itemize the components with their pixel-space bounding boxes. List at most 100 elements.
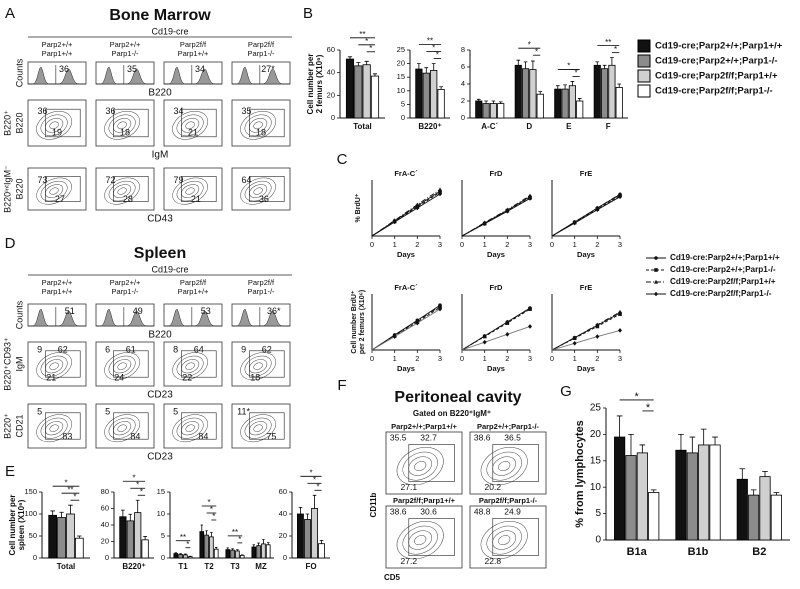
histogram-shape: [95, 308, 154, 327]
bar: [225, 549, 231, 559]
bar: [576, 100, 584, 119]
y-tick-label: 20: [101, 536, 109, 545]
bar: [748, 494, 760, 541]
error-bar: [226, 547, 229, 550]
error-bar: [476, 98, 481, 101]
histogram-shape: [27, 66, 87, 85]
bar: [514, 64, 522, 119]
plot-frame: [231, 403, 291, 449]
legend-swatch: [637, 39, 651, 53]
error-bar: [639, 444, 646, 453]
error-bar: [298, 507, 303, 514]
genotype-label: Parp2f/f: [180, 40, 207, 49]
axis-label: CD23: [147, 452, 173, 463]
legend-swatch: [637, 69, 651, 83]
series-line: [371, 189, 441, 237]
contour: [498, 461, 511, 472]
gate-value: 21: [191, 194, 201, 204]
error-bar: [143, 536, 147, 540]
x-tick-label: 2: [595, 354, 599, 363]
contour: [244, 417, 272, 439]
plot-frame: [27, 341, 87, 387]
data-point: [528, 193, 532, 198]
y-tick-label: 2: [461, 96, 465, 105]
axis-label: CD11b: [369, 492, 378, 517]
bar: [256, 545, 261, 559]
category-label: F: [606, 122, 611, 131]
contour: [49, 362, 59, 370]
contour: [40, 417, 68, 439]
gate-box: [181, 108, 217, 138]
bar: [318, 543, 325, 559]
legend-label: Cd19-cre;Parp2f/f;Parp1-/-: [655, 86, 773, 97]
panel-letter: F: [337, 377, 346, 394]
y-axis-label: per 2 femurs (X10⁶): [359, 290, 366, 354]
plot-frame: [163, 341, 223, 387]
gate-value: 5: [105, 406, 110, 416]
plot-frame: [95, 99, 155, 147]
panel-letter: A: [5, 5, 15, 22]
bar: [370, 75, 380, 119]
gate-value: 21: [188, 127, 198, 137]
series-line: [551, 329, 621, 351]
axis-label: CD5: [384, 573, 401, 582]
plot-frame: [163, 167, 223, 211]
series-line: [461, 195, 531, 237]
contour: [253, 362, 263, 370]
data-point: [595, 322, 600, 327]
x-axis-label: Days: [487, 364, 505, 373]
contour: [185, 424, 195, 432]
category-label: D: [526, 122, 532, 131]
contour: [108, 114, 136, 137]
legend-marker: [654, 256, 658, 260]
data-point: [572, 335, 577, 340]
data-point: [415, 318, 420, 323]
x-tick-label: 2: [595, 240, 599, 249]
y-tick-label: 8: [461, 45, 465, 54]
legend-label: Cd19-cre:Parp2+/+;Parp1+/+: [670, 253, 780, 262]
section-title: Peritoneal cavity: [394, 389, 521, 406]
bar: [536, 93, 544, 119]
y-tick-label: 5: [595, 508, 601, 519]
data-point: [392, 334, 397, 339]
y-tick-label: 15: [590, 455, 602, 466]
y-tick-label: 60: [279, 487, 287, 496]
error-bar: [121, 509, 125, 517]
gate-value: 62: [262, 344, 272, 354]
axis-label: B220ⁱⁿᵗIgM⁻: [2, 165, 12, 213]
gate-value: 84: [198, 431, 208, 441]
legend-label: Cd19-cre;Parp2+/+;Parp1-/-: [655, 56, 778, 67]
gate-value: 18: [120, 127, 130, 137]
gate-value: 49: [133, 306, 143, 316]
plot-label: Parp2+/+;Parp1-/-: [477, 422, 540, 431]
bar: [311, 508, 318, 559]
error-bar: [424, 67, 429, 74]
error-bar: [319, 540, 324, 544]
gate-box: [113, 412, 149, 440]
genotype-label: Parp2+/+: [110, 278, 141, 287]
gate-value: 18: [256, 127, 266, 137]
significance-label: *: [238, 535, 241, 544]
error-bar: [210, 532, 213, 537]
gate-box: [45, 350, 81, 378]
error-bar: [252, 544, 255, 547]
contour: [244, 355, 272, 377]
gate-label: Gated on B220⁺IgM⁺: [413, 409, 491, 418]
axis-label: B220⁺: [2, 110, 12, 136]
significance-label: **: [427, 37, 433, 46]
cre-label: Cd19-cre: [151, 26, 188, 36]
data-point: [595, 324, 600, 329]
data-point: [618, 309, 622, 314]
error-bar: [595, 61, 600, 66]
gate-value: 30.6: [420, 506, 437, 516]
significance-label: *: [369, 44, 372, 53]
data-point: [482, 333, 487, 338]
data-point: [392, 219, 397, 225]
contour: [108, 180, 136, 202]
section-title: Bone Marrow: [109, 7, 211, 24]
contour: [414, 461, 427, 472]
panel-letter: D: [5, 235, 16, 252]
bar: [770, 494, 782, 541]
significance-label: *: [528, 40, 531, 49]
gate-value: 36: [37, 106, 47, 116]
